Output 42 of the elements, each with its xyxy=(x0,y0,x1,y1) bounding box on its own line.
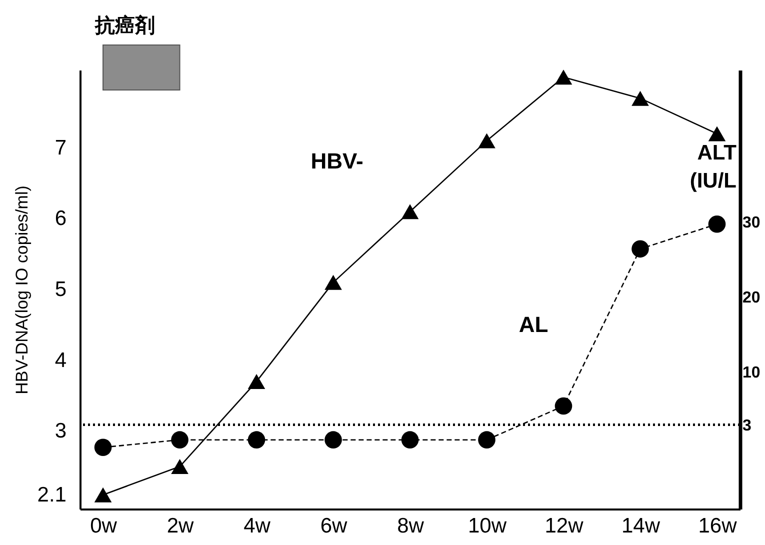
y2-tick-label: 3 xyxy=(742,417,752,434)
point xyxy=(632,90,649,106)
x-tick-label: 14w xyxy=(621,514,661,538)
point xyxy=(94,487,112,502)
y-tick-label: 3 xyxy=(54,420,66,443)
y2-tick-label: 30 xyxy=(742,214,760,232)
point xyxy=(324,431,342,448)
point xyxy=(478,133,496,148)
point xyxy=(94,438,112,456)
y-tick-label: 6 xyxy=(54,207,66,230)
point xyxy=(554,397,572,415)
point xyxy=(708,126,726,142)
y2-tick-label: 20 xyxy=(742,290,760,307)
y2-axis-title: ALT (IU/L xyxy=(690,142,737,192)
point xyxy=(401,204,419,220)
point xyxy=(324,274,342,290)
point xyxy=(248,431,266,448)
y-tick-label: 5 xyxy=(54,278,66,301)
point xyxy=(632,240,649,258)
point xyxy=(401,431,419,448)
band-label: 抗癌剤 xyxy=(94,14,156,37)
x-tick-label: 6w xyxy=(320,514,348,538)
y-tick-label: 2.1 xyxy=(37,483,66,506)
point xyxy=(708,215,726,233)
y-tick-label: 4 xyxy=(54,348,67,372)
text: HBV- xyxy=(310,148,364,174)
point xyxy=(554,70,572,85)
x-tick-label: 2w xyxy=(166,514,195,538)
y2-tick-label: 10 xyxy=(742,364,760,382)
point xyxy=(478,431,496,448)
y-axis-title: HBV-DNA(log IO copies/ml) xyxy=(12,186,32,394)
point xyxy=(248,374,266,390)
y-tick-label: 7 xyxy=(54,136,66,160)
point xyxy=(171,459,188,474)
x-tick-label: 12w xyxy=(544,514,584,538)
x-tick-label: 4w xyxy=(244,514,272,538)
x-tick-label: 0w xyxy=(90,514,118,538)
point xyxy=(171,431,188,448)
x-tick-label: 16w xyxy=(698,514,738,538)
text: AL xyxy=(518,312,548,338)
x-tick-label: 8w xyxy=(397,514,425,538)
x-tick-label: 10w xyxy=(468,514,508,538)
